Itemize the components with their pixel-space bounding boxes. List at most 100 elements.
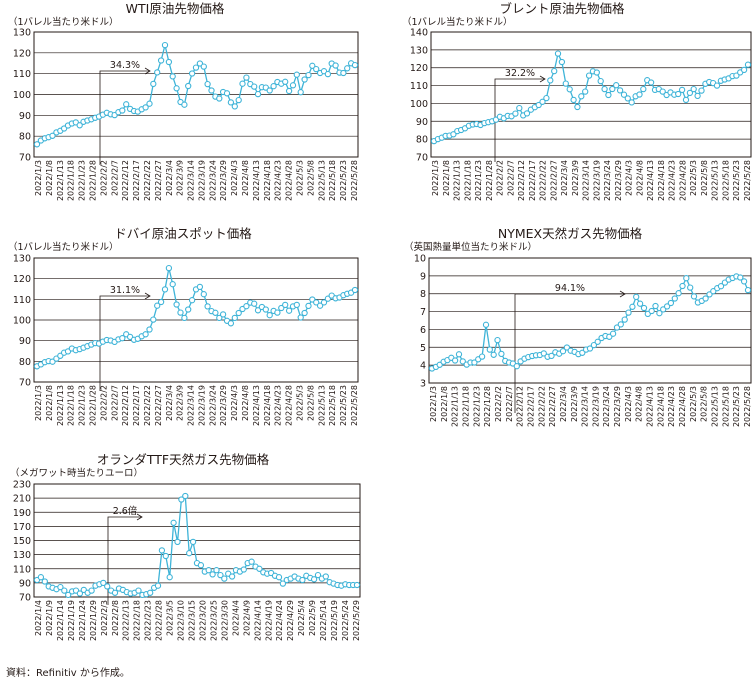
annotation-arrowhead xyxy=(539,75,546,83)
data-point xyxy=(169,73,176,80)
data-point xyxy=(648,307,655,315)
plot-frame xyxy=(428,257,752,384)
source-note: 資料：Refinitiv から作成。 xyxy=(6,668,130,679)
data-point xyxy=(181,314,188,322)
data-point xyxy=(698,87,705,94)
data-point xyxy=(620,91,628,98)
data-point xyxy=(196,283,204,291)
data-point xyxy=(200,63,207,70)
y-tick-label: 170 xyxy=(13,522,31,533)
x-tick-label: 2022/1/18 xyxy=(461,386,470,427)
data-point xyxy=(266,87,273,94)
x-tick-label: 2022/1/8 xyxy=(440,386,449,422)
x-tick-label: 2022/3/19 xyxy=(197,160,206,201)
x-tick-label: 2022/2/2 xyxy=(496,160,505,196)
y-tick-label: 5 xyxy=(420,343,426,354)
x-tick-label: 2022/4/13 xyxy=(646,160,655,201)
data-point xyxy=(305,71,312,79)
x-tick-label: 2022/3/29 xyxy=(614,160,623,201)
data-point xyxy=(181,101,188,108)
y-tick-label: 100 xyxy=(13,90,31,101)
x-tick-label: 2022/1/24 xyxy=(78,600,87,641)
data-point xyxy=(512,110,519,117)
data-point xyxy=(647,79,655,86)
x-tick-label: 2022/4/18 xyxy=(656,386,665,427)
data-point xyxy=(150,316,157,323)
x-tick-label: 2022/1/3 xyxy=(34,385,43,421)
x-tick-label: 2022/4/18 xyxy=(657,160,666,201)
data-point xyxy=(65,591,72,599)
x-tick-label: 2022/5/28 xyxy=(743,386,752,427)
data-point xyxy=(566,86,573,93)
data-point xyxy=(690,293,698,300)
x-tick-label: 2022/2/7 xyxy=(505,386,514,422)
y-tick-label: 130 xyxy=(13,254,31,265)
data-point xyxy=(539,98,546,105)
x-tick-label: 2022/4/13 xyxy=(646,386,655,427)
y-tick-label: 90 xyxy=(416,117,428,128)
data-point xyxy=(554,50,562,57)
x-tick-label: 2022/3/19 xyxy=(591,386,600,427)
x-tick-label: 2022/3/14 xyxy=(581,386,590,427)
x-tick-label: 2022/4/28 xyxy=(285,385,294,426)
data-point xyxy=(625,309,632,316)
data-point xyxy=(740,278,748,285)
data-point xyxy=(158,547,166,554)
data-point xyxy=(37,574,45,581)
data-point xyxy=(285,87,293,95)
data-point xyxy=(231,103,238,110)
annotation-label: 2.6倍 xyxy=(113,505,138,517)
data-point xyxy=(216,314,223,322)
x-tick-label: 2022/2/27 xyxy=(548,386,557,427)
x-tick-label: 2022/2/27 xyxy=(549,160,558,201)
y-tick-label: 110 xyxy=(13,295,31,306)
series-line xyxy=(431,275,749,370)
data-point xyxy=(154,69,161,76)
y-tick-label: 70 xyxy=(19,153,31,164)
x-tick-label: 2022/1/8 xyxy=(45,160,54,196)
chart-panel-2: ブレント原油先物価格（1バレル当たり米ドル） 70 80 90 100 110 120 130… xyxy=(402,1,752,201)
x-tick-label: 2022/4/28 xyxy=(678,386,687,427)
x-tick-label: 2022/4/8 xyxy=(241,160,250,196)
data-point xyxy=(605,91,612,99)
data-point xyxy=(282,78,289,85)
x-tick-label: 2022/2/2 xyxy=(99,385,108,421)
x-tick-label: 2022/4/23 xyxy=(668,160,677,201)
x-tick-label: 2022/5/4 xyxy=(297,600,306,636)
x-tick-label: 2022/4/4 xyxy=(231,600,240,636)
data-point xyxy=(717,283,725,290)
data-point xyxy=(197,562,205,569)
x-tick-label: 2022/4/29 xyxy=(286,600,295,641)
plot-frame xyxy=(430,31,752,158)
data-point xyxy=(204,80,211,88)
annotation-bracket xyxy=(107,516,142,605)
data-point xyxy=(586,345,594,352)
data-point xyxy=(686,89,694,97)
data-point xyxy=(351,61,359,69)
unit-label: （1バレル当たり米ドル） xyxy=(8,241,119,253)
y-tick-label: 70 xyxy=(19,593,31,604)
y-tick-label: 90 xyxy=(19,578,31,589)
data-point xyxy=(192,64,200,71)
annotation-bracket xyxy=(99,70,150,165)
data-point xyxy=(154,302,161,309)
x-tick-label: 2022/2/8 xyxy=(111,600,120,636)
x-tick-label: 2022/5/8 xyxy=(700,160,709,196)
x-tick-label: 2022/4/3 xyxy=(230,160,239,196)
data-point xyxy=(188,297,196,304)
y-tick-label: 9 xyxy=(420,271,426,282)
x-tick-label: 2022/4/19 xyxy=(264,600,273,641)
data-point xyxy=(562,80,569,87)
data-point xyxy=(177,309,184,316)
y-tick-label: 150 xyxy=(13,536,31,547)
chart-title: ドバイ原油スポット価格 xyxy=(114,226,252,241)
data-point xyxy=(278,304,285,312)
data-point xyxy=(188,70,196,77)
data-point xyxy=(227,99,235,106)
data-point xyxy=(740,66,748,74)
x-tick-label: 2022/4/24 xyxy=(275,600,284,641)
data-point xyxy=(142,331,149,338)
unit-label: （1バレル当たり米ドル） xyxy=(402,16,513,28)
data-point xyxy=(142,104,149,111)
